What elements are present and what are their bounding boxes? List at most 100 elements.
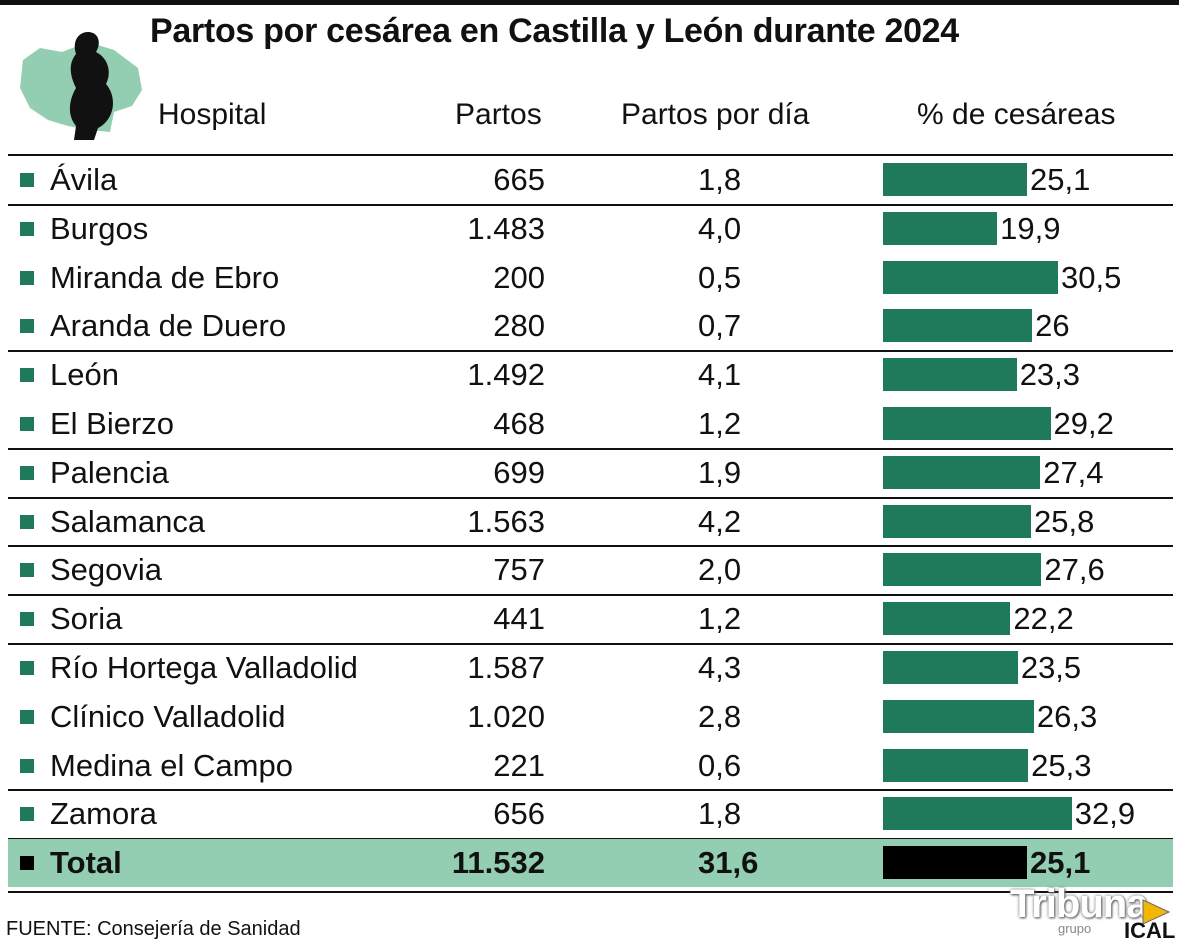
row-marker bbox=[20, 221, 34, 236]
partos-value: 1.492 bbox=[467, 357, 545, 393]
row-separator bbox=[8, 789, 1173, 792]
partos-value: 656 bbox=[493, 796, 545, 832]
partos-dia-value: 1,9 bbox=[698, 454, 742, 490]
table-row: Segovia 757 2,0 27,6 bbox=[8, 546, 1173, 594]
cesarea-bar bbox=[883, 553, 1042, 587]
cesarea-value: 22,2 bbox=[1013, 601, 1074, 637]
cesarea-bar bbox=[883, 358, 1017, 392]
cesarea-value: 27,4 bbox=[1043, 454, 1104, 490]
partos-dia-value: 0,7 bbox=[698, 308, 742, 344]
row-marker bbox=[20, 709, 34, 724]
cesarea-value: 23,5 bbox=[1020, 650, 1082, 685]
table-row: El Bierzo 468 1,2 29,2 bbox=[8, 400, 1173, 448]
hospital-name: Medina el Campo bbox=[50, 747, 293, 783]
cesarea-value: 25,8 bbox=[1034, 503, 1095, 539]
row-marker bbox=[20, 758, 34, 773]
hospital-name: Soria bbox=[50, 601, 123, 637]
row-separator bbox=[8, 203, 1173, 206]
cesarea-value: 26 bbox=[1035, 308, 1070, 344]
cesarea-bar bbox=[883, 211, 998, 245]
hospital-name: Palencia bbox=[50, 454, 169, 490]
header-cesareas: % de cesáreas bbox=[917, 98, 1116, 131]
table-row: Palencia 699 1,9 27,4 bbox=[8, 449, 1173, 497]
row-separator bbox=[8, 643, 1173, 645]
table-row: Clínico Valladolid 1.020 2,8 26,3 bbox=[8, 693, 1173, 741]
row-marker bbox=[20, 563, 34, 578]
data-table: Ávila 665 1,8 25,1 Burgos 1.483 4,0 19,9 Miranda… bbox=[0, 150, 1179, 910]
cesarea-bar bbox=[883, 407, 1051, 440]
row-marker bbox=[20, 270, 34, 285]
partos-dia-value: 1,2 bbox=[698, 601, 742, 637]
cesarea-bar bbox=[883, 455, 1041, 489]
cesarea-bar bbox=[883, 504, 1032, 538]
partos-value: 280 bbox=[493, 308, 545, 344]
cesarea-bar bbox=[883, 748, 1029, 782]
partos-dia-value: 4,1 bbox=[698, 357, 742, 393]
cesarea-value: 32,9 bbox=[1074, 796, 1136, 832]
partos-value: 1.483 bbox=[467, 210, 545, 246]
row-marker bbox=[20, 612, 34, 627]
hospital-name: Segovia bbox=[50, 552, 163, 588]
table-row: Zamora 656 1,8 32,9 bbox=[8, 790, 1173, 838]
partos-dia-value: 4,0 bbox=[698, 210, 742, 246]
cesarea-value: 26,3 bbox=[1036, 698, 1098, 734]
pregnant-woman-map-icon bbox=[20, 32, 142, 140]
hospital-name: Salamanca bbox=[50, 503, 206, 539]
hospital-name: Zamora bbox=[50, 796, 157, 832]
table-row: Soria 441 1,2 22,2 bbox=[8, 595, 1173, 643]
partos-dia-value: 1,8 bbox=[698, 796, 742, 832]
row-marker bbox=[20, 807, 34, 822]
partos-value: 221 bbox=[493, 747, 545, 783]
row-separator bbox=[8, 891, 1173, 894]
partos-value: 468 bbox=[493, 406, 545, 441]
cesarea-bar bbox=[883, 797, 1072, 831]
partos-value: 699 bbox=[493, 454, 545, 490]
cesarea-bar bbox=[883, 846, 1028, 880]
partos-dia-value: 4,2 bbox=[698, 503, 742, 539]
play-arrow-icon bbox=[1142, 899, 1171, 925]
row-marker bbox=[20, 173, 34, 187]
cesarea-bar bbox=[883, 602, 1011, 636]
partos-value: 1.020 bbox=[467, 698, 545, 734]
partos-dia-value: 2,8 bbox=[698, 698, 742, 734]
row-marker bbox=[20, 514, 34, 529]
row-separator bbox=[8, 350, 1173, 353]
table-row: Burgos 1.483 4,0 19,9 bbox=[8, 205, 1173, 253]
partos-dia-value: 4,3 bbox=[698, 650, 742, 685]
cesarea-value: 27,6 bbox=[1044, 552, 1105, 588]
row-marker bbox=[20, 856, 34, 871]
cesarea-bar bbox=[883, 309, 1033, 343]
row-separator bbox=[8, 594, 1173, 597]
cesarea-value: 23,3 bbox=[1019, 357, 1081, 393]
header-partos-dia: Partos por día bbox=[621, 98, 810, 131]
brand-agency: ICAL bbox=[1124, 918, 1176, 943]
cesarea-value: 25,3 bbox=[1031, 747, 1092, 783]
table-row: Medina el Campo 221 0,6 25,3 bbox=[8, 742, 1173, 790]
partos-value: 200 bbox=[493, 259, 545, 295]
cesarea-value: 29,2 bbox=[1053, 406, 1114, 441]
cesarea-bar bbox=[883, 651, 1018, 684]
hospital-name: Río Hortega Valladolid bbox=[50, 650, 358, 685]
brand-logo-text: Tribuna bbox=[1010, 882, 1148, 926]
source-note: FUENTE: Consejería de Sanidad bbox=[6, 918, 301, 940]
header-partos: Partos bbox=[455, 98, 542, 131]
hospital-name: Miranda de Ebro bbox=[50, 259, 280, 295]
partos-value: 1.563 bbox=[467, 503, 545, 539]
partos-value: 441 bbox=[493, 601, 545, 637]
cesarea-value: 19,9 bbox=[1000, 210, 1061, 246]
cesarea-value: 25,1 bbox=[1030, 162, 1091, 197]
table-row: Ávila 665 1,8 25,1 bbox=[8, 156, 1173, 204]
cesarea-value: 30,5 bbox=[1061, 259, 1122, 295]
hospital-name: León bbox=[50, 357, 119, 393]
table-row: Salamanca 1.563 4,2 25,8 bbox=[8, 498, 1173, 546]
partos-dia-value: 0,5 bbox=[698, 259, 742, 295]
hospital-name: Clínico Valladolid bbox=[50, 698, 286, 734]
cesarea-value: 25,1 bbox=[1030, 845, 1091, 881]
table-row: León 1.492 4,1 23,3 bbox=[8, 351, 1173, 399]
table-row: Aranda de Duero 280 0,7 26 bbox=[8, 302, 1173, 350]
partos-dia-value: 2,0 bbox=[698, 552, 742, 588]
row-separator bbox=[8, 154, 1173, 156]
partos-value: 11.532 bbox=[451, 845, 545, 881]
row-marker bbox=[20, 319, 34, 334]
hospital-name: Aranda de Duero bbox=[50, 308, 287, 344]
